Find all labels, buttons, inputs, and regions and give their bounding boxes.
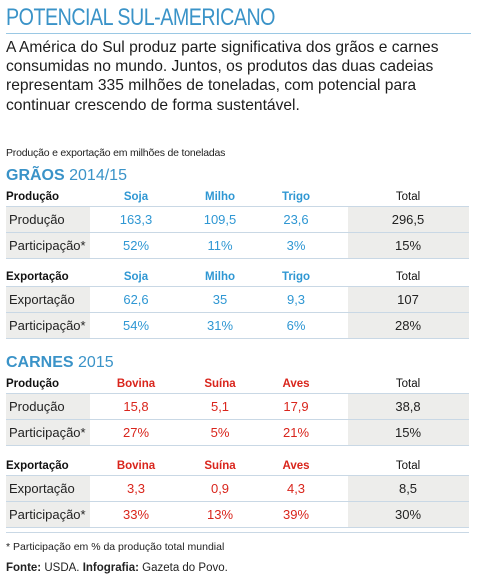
cell-milho: 11% <box>207 238 233 253</box>
footer-divider <box>6 532 469 533</box>
cell-milho: 35 <box>212 292 228 307</box>
source-label: Fonte: <box>6 562 42 574</box>
meats-title-label: CARNES <box>6 354 74 371</box>
header-label: Exportação <box>6 460 69 472</box>
footnote: * Participação em % da produção total mu… <box>6 541 225 553</box>
header-total: Total <box>395 271 421 283</box>
infographic-label: Infografia: <box>82 562 139 574</box>
infographic-text: Gazeta do Povo. <box>142 562 228 574</box>
row-label: Participação* <box>9 318 86 333</box>
header-soja: Soja <box>123 271 149 283</box>
cell-total: 8,5 <box>398 481 418 496</box>
cell-aves: 17,9 <box>283 399 309 414</box>
cell-bovina: 27% <box>122 425 150 440</box>
cell-total: 296,5 <box>391 212 425 227</box>
table-row: Participação* 27% 5% 21% 15% <box>6 419 469 446</box>
row-label: Participação* <box>9 238 86 253</box>
cell-milho: 31% <box>206 318 234 333</box>
table-header: Exportação Soja Milho Trigo Total <box>6 268 469 286</box>
header-total: Total <box>395 191 421 203</box>
cell-total: 107 <box>397 292 419 307</box>
source-text: USDA. <box>44 562 80 574</box>
cell-trigo: 6% <box>286 318 306 333</box>
header-trigo: Trigo <box>281 271 311 283</box>
table-row: Produção 163,3 109,5 23,6 296,5 <box>6 206 469 232</box>
cell-suina: 0,9 <box>210 481 230 496</box>
table-row: Exportação 62,6 35 9,3 107 <box>6 286 469 312</box>
row-label: Produção <box>9 212 65 227</box>
header-label: Produção <box>6 191 60 203</box>
table-row: Participação* 54% 31% 6% 28% <box>6 312 469 339</box>
grains-title-label: GRÃOS <box>6 167 65 184</box>
cell-total: 30% <box>394 507 422 522</box>
cell-soja: 163,3 <box>119 212 153 227</box>
cell-aves: 4,3 <box>286 481 306 496</box>
header-soja: Soja <box>123 191 149 203</box>
header-label: Produção <box>6 378 60 390</box>
grains-production-table: Produção Soja Milho Trigo Total Produção… <box>6 188 469 259</box>
header-bovina: Bovina <box>116 460 156 472</box>
table-header: Produção Bovina Suína Aves Total <box>6 375 469 393</box>
cell-soja: 52% <box>122 238 150 253</box>
cell-suina: 5,1 <box>210 399 230 414</box>
units-note: Produção e exportação em milhões de tone… <box>6 147 226 159</box>
cell-aves: 39% <box>282 507 310 522</box>
title-divider <box>6 33 471 34</box>
page-title: POTENCIAL SUL-AMERICANO <box>6 4 275 31</box>
header-milho: Milho <box>204 271 236 283</box>
cell-aves: 21% <box>282 425 310 440</box>
header-suina: Suína <box>204 460 236 472</box>
header-suina: Suína <box>204 378 236 390</box>
header-total: Total <box>395 378 421 390</box>
header-milho: Milho <box>204 191 236 203</box>
table-row: Participação* 52% 11% 3% 15% <box>6 232 469 259</box>
row-label: Produção <box>9 399 65 414</box>
table-row: Exportação 3,3 0,9 4,3 8,5 <box>6 475 469 501</box>
cell-bovina: 33% <box>122 507 150 522</box>
table-row: Participação* 33% 13% 39% 30% <box>6 501 469 528</box>
grains-section-title: GRÃOS 2014/15 <box>6 167 127 185</box>
cell-soja: 62,6 <box>123 292 149 307</box>
cell-bovina: 3,3 <box>126 481 146 496</box>
header-trigo: Trigo <box>281 191 311 203</box>
meats-section-title: CARNES 2015 <box>6 354 114 372</box>
source-credit: Fonte: USDA. Infografia: Gazeta do Povo. <box>6 562 228 574</box>
header-aves: Aves <box>282 378 310 390</box>
header-aves: Aves <box>282 460 310 472</box>
table-header: Produção Soja Milho Trigo Total <box>6 188 469 206</box>
table-header: Exportação Bovina Suína Aves Total <box>6 457 469 475</box>
row-label: Exportação <box>9 481 75 496</box>
cell-suina: 5% <box>210 425 230 440</box>
cell-total: 28% <box>394 318 422 333</box>
meats-export-table: Exportação Bovina Suína Aves Total Expor… <box>6 457 469 528</box>
cell-total: 38,8 <box>395 399 421 414</box>
cell-trigo: 23,6 <box>283 212 309 227</box>
cell-trigo: 3% <box>286 238 306 253</box>
cell-total: 15% <box>394 425 422 440</box>
cell-suina: 13% <box>206 507 234 522</box>
cell-total: 15% <box>394 238 422 253</box>
grains-export-table: Exportação Soja Milho Trigo Total Export… <box>6 268 469 339</box>
cell-bovina: 15,8 <box>123 399 149 414</box>
grains-title-year: 2014/15 <box>69 167 127 184</box>
cell-milho: 109,5 <box>203 212 237 227</box>
row-label: Participação* <box>9 425 86 440</box>
intro-text: A América do Sul produz parte significat… <box>6 39 439 114</box>
header-total: Total <box>395 460 421 472</box>
header-bovina: Bovina <box>116 378 156 390</box>
row-label: Participação* <box>9 507 86 522</box>
cell-trigo: 9,3 <box>286 292 306 307</box>
header-label: Exportação <box>6 271 69 283</box>
table-row: Produção 15,8 5,1 17,9 38,8 <box>6 393 469 419</box>
cell-soja: 54% <box>122 318 150 333</box>
meats-title-year: 2015 <box>78 354 114 371</box>
meats-production-table: Produção Bovina Suína Aves Total Produçã… <box>6 375 469 446</box>
row-label: Exportação <box>9 292 75 307</box>
